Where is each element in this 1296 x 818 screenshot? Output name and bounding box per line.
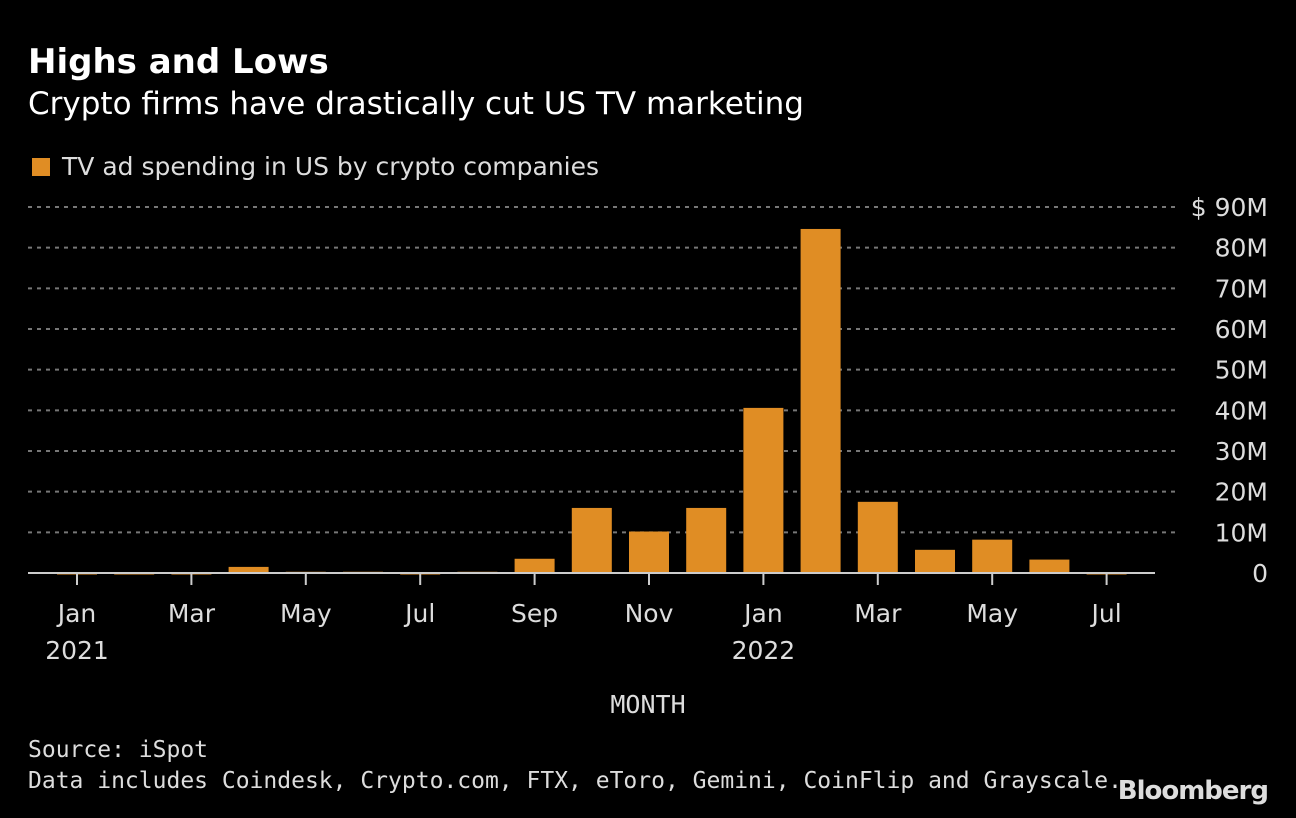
x-tick-year: 2022 — [732, 636, 796, 665]
x-tick-label: Jan — [56, 599, 97, 628]
x-tick-label: May — [280, 599, 332, 628]
legend-swatch — [32, 157, 50, 176]
legend-label: TV ad spending in US by crypto companies — [62, 152, 600, 181]
bar — [571, 507, 612, 573]
bar — [686, 507, 727, 573]
y-tick-label: 60M — [1215, 315, 1268, 344]
y-tick-label: 70M — [1215, 274, 1268, 303]
bar — [972, 539, 1013, 573]
bar — [1029, 559, 1070, 573]
x-tick-year: 2021 — [45, 636, 109, 665]
x-tick-label: Mar — [168, 599, 216, 628]
chart-title: Highs and Lows — [28, 42, 329, 82]
chart-subtitle: Crypto firms have drastically cut US TV … — [28, 86, 804, 122]
source-text: Source: iSpot — [28, 737, 209, 763]
y-tick-label: 80M — [1215, 234, 1268, 263]
bar — [629, 531, 669, 573]
x-tick-label: Jul — [403, 599, 435, 628]
x-tick-label: May — [966, 599, 1018, 628]
bar — [915, 549, 955, 573]
x-tick-label: Jan — [742, 599, 783, 628]
note-text: Data includes Coindesk, Crypto.com, FTX,… — [28, 768, 1122, 794]
x-tick-label: Mar — [854, 599, 902, 628]
x-tick-label: Sep — [511, 599, 558, 628]
x-tick-label: Jul — [1090, 599, 1122, 628]
x-tick-label: Nov — [625, 599, 674, 628]
y-tick-label: 50M — [1215, 356, 1268, 385]
bar — [743, 407, 784, 573]
bar — [514, 558, 555, 573]
bar — [857, 501, 898, 573]
y-tick-label: 20M — [1215, 478, 1268, 507]
bloomberg-logo: Bloomberg — [1117, 776, 1269, 806]
y-tick-label: $ 90M — [1191, 193, 1268, 222]
y-tick-label: 0 — [1252, 559, 1268, 588]
bar — [228, 566, 269, 573]
footnote: Source: iSpot Data includes Coindesk, Cr… — [28, 735, 1122, 797]
bar — [800, 228, 841, 573]
y-tick-label: 10M — [1215, 518, 1268, 547]
y-tick-label: 40M — [1215, 396, 1268, 425]
x-axis-label: MONTH — [610, 690, 685, 719]
y-tick-label: 30M — [1215, 437, 1268, 466]
legend: TV ad spending in US by crypto companies — [32, 152, 599, 181]
